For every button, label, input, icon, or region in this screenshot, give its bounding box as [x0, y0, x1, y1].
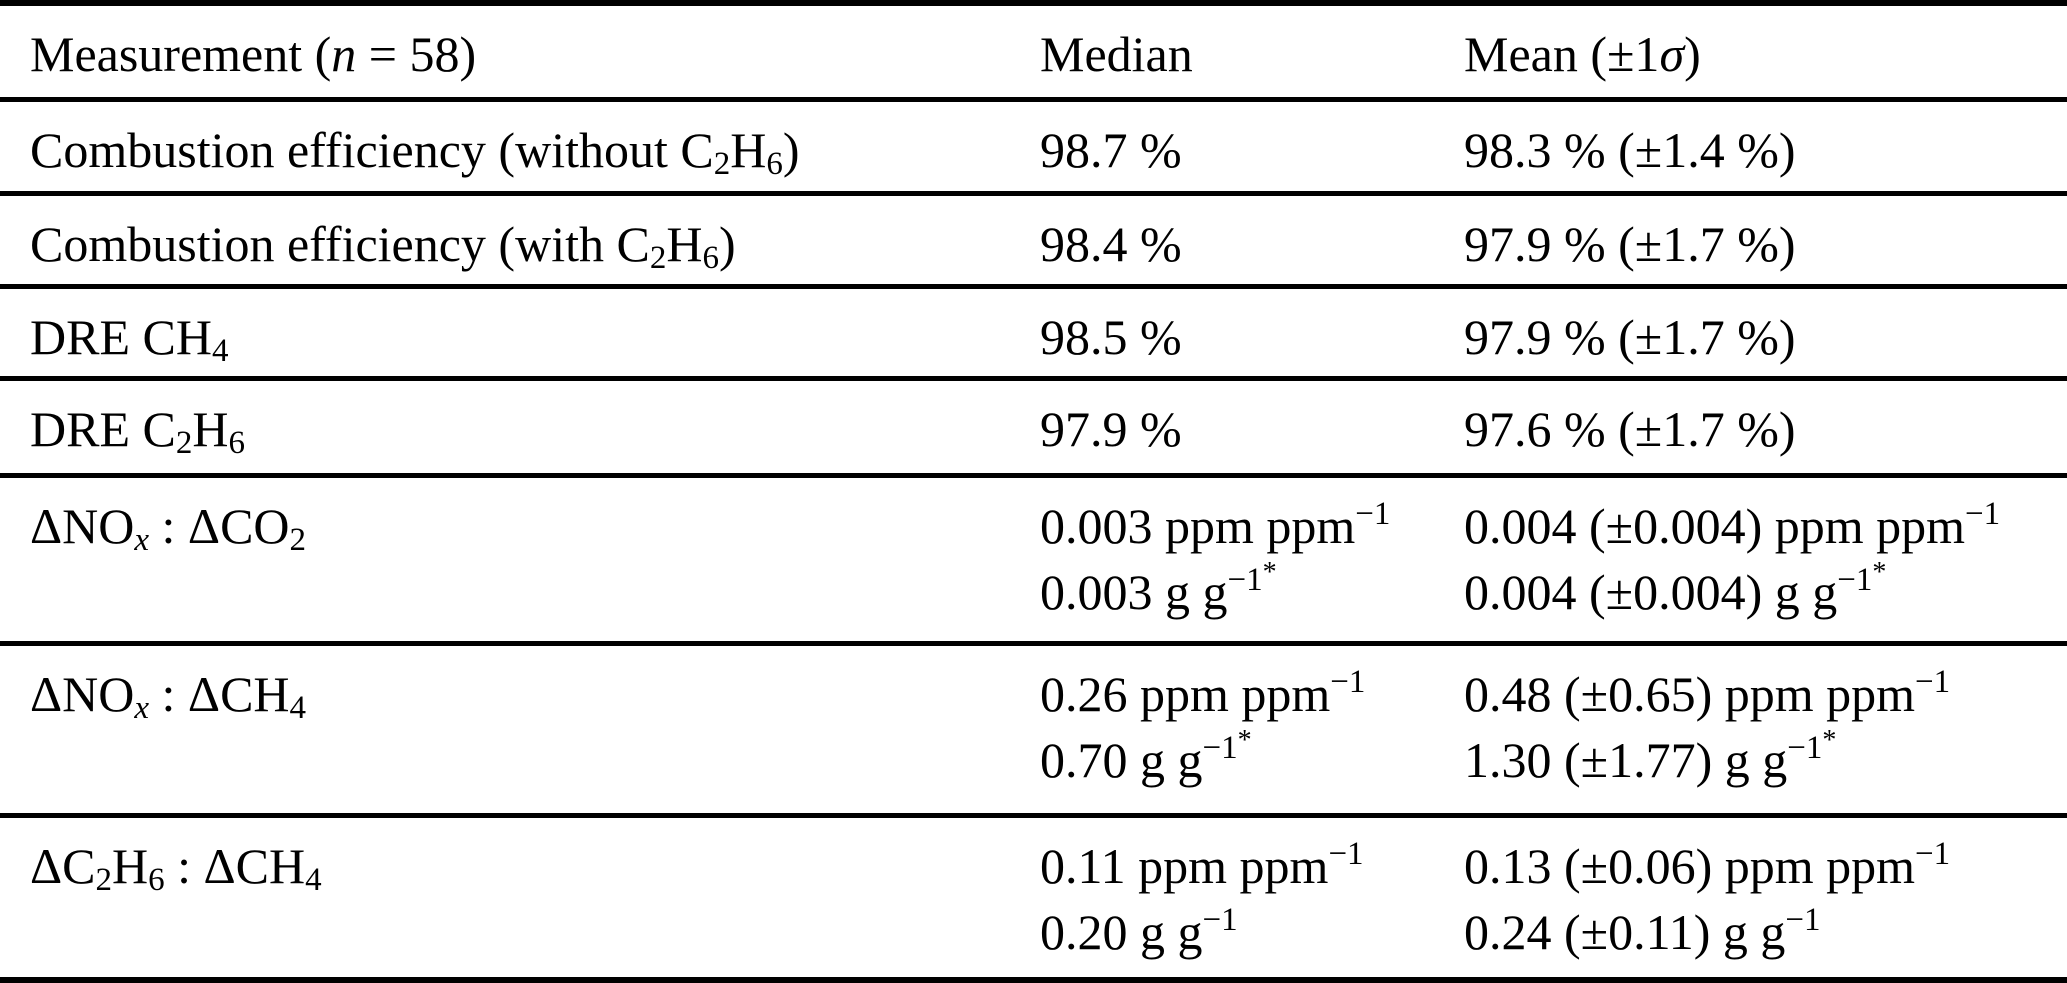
- table-row: ΔNOx : ΔCO2 0.003 ppm ppm−1 0.003 g g−1* …: [0, 475, 2067, 643]
- mean-cell: 0.13 (±0.06) ppm ppm−1 0.24 (±0.11) g g−1: [1464, 836, 1951, 960]
- table-row: ΔC2H6 : ΔCH4 0.11 ppm ppm−1 0.20 g g−1 0.…: [0, 815, 2067, 980]
- median-cell: 97.9 %: [1040, 400, 1182, 457]
- measurement-cell: Combustion efficiency (with C2H6): [30, 215, 736, 276]
- mean-cell: 98.3 % (±1.4 %): [1464, 121, 1796, 178]
- median-cell: 0.26 ppm ppm−1 0.70 g g−1*: [1040, 664, 1366, 788]
- measurement-cell: Combustion efficiency (without C2H6): [30, 121, 800, 182]
- table-row: DRE C2H6 97.9 % 97.6 % (±1.7 %): [0, 378, 2067, 475]
- column-header-measurement: Measurement (n = 58): [30, 26, 477, 82]
- mean-cell: 97.9 % (±1.7 %): [1464, 308, 1796, 365]
- median-cell: 98.7 %: [1040, 121, 1182, 178]
- median-cell: 0.003 ppm ppm−1 0.003 g g−1*: [1040, 496, 1391, 620]
- measurement-cell: ΔNOx : ΔCH4: [30, 665, 307, 726]
- mean-cell: 0.004 (±0.004) ppm ppm−1 0.004 (±0.004) g…: [1464, 496, 2001, 620]
- median-cell: 0.11 ppm ppm−1 0.20 g g−1: [1040, 836, 1364, 960]
- mean-cell: 97.6 % (±1.7 %): [1464, 400, 1796, 457]
- measurement-cell: DRE CH4: [30, 308, 229, 369]
- table-row: DRE CH4 98.5 % 97.9 % (±1.7 %): [0, 286, 2067, 378]
- column-header-median: Median: [1040, 26, 1193, 82]
- measurement-cell: ΔC2H6 : ΔCH4: [30, 837, 322, 898]
- mean-cell: 0.48 (±0.65) ppm ppm−1 1.30 (±1.77) g g−1…: [1464, 664, 1951, 788]
- measurement-cell: DRE C2H6: [30, 400, 245, 461]
- median-cell: 98.5 %: [1040, 308, 1182, 365]
- table-row: Combustion efficiency (with C2H6) 98.4 %…: [0, 193, 2067, 286]
- median-cell: 98.4 %: [1040, 215, 1182, 272]
- table-row: ΔNOx : ΔCH4 0.26 ppm ppm−1 0.70 g g−1* 0.…: [0, 643, 2067, 815]
- table-row: Combustion efficiency (without C2H6) 98.…: [0, 99, 2067, 193]
- measurement-cell: ΔNOx : ΔCO2: [30, 497, 307, 558]
- column-header-mean: Mean (±1σ): [1464, 26, 1701, 82]
- header-row: Measurement (n = 58) Median Mean (±1σ): [0, 3, 2067, 99]
- mean-cell: 97.9 % (±1.7 %): [1464, 215, 1796, 272]
